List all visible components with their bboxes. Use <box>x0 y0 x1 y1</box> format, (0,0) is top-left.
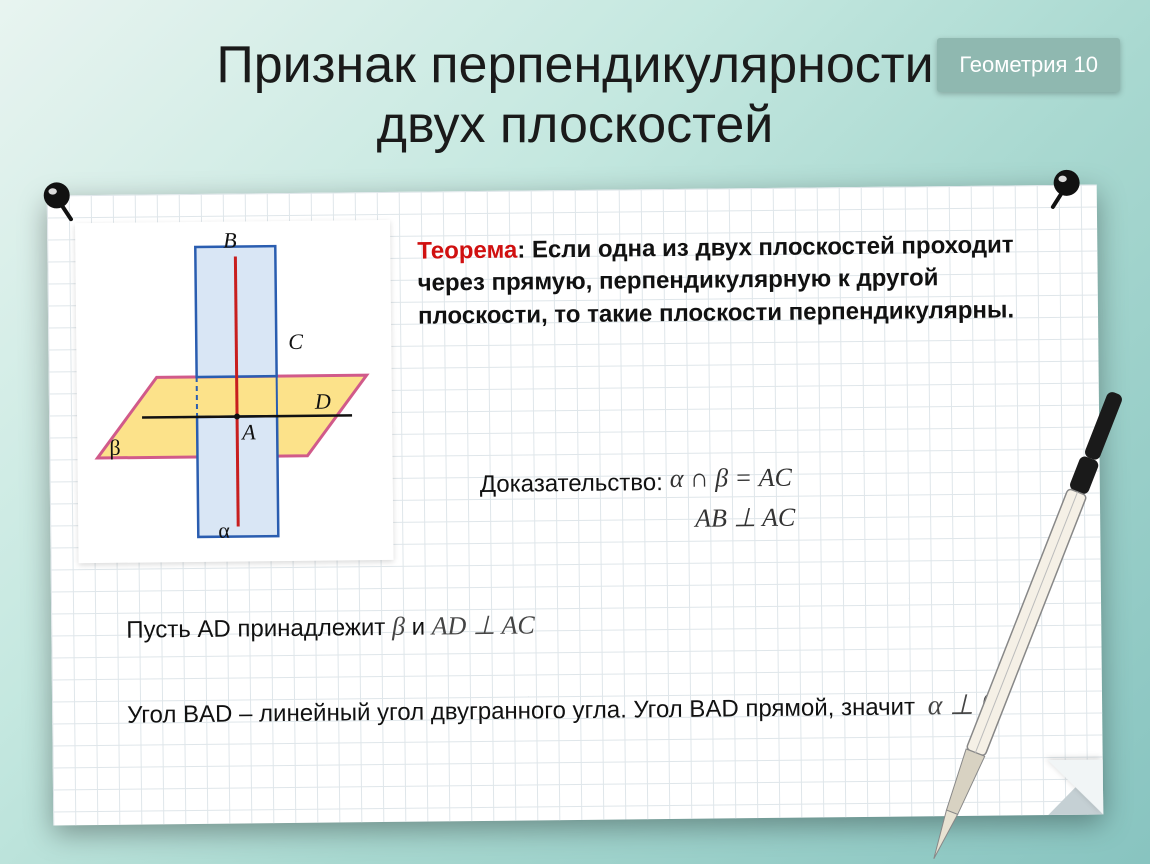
page-title: Признак перпендикулярности двух плоскост… <box>0 36 1150 156</box>
label-beta: β <box>109 435 120 461</box>
paper-card: B C D A α β Теорема: Если одна из двух п… <box>47 185 1104 826</box>
let-formula: AD ⊥ AC <box>432 610 535 640</box>
theorem-text: Теорема: Если одна из двух плоскостей пр… <box>417 229 1058 333</box>
title-line2: двух плоскостей <box>377 96 774 154</box>
theorem-label: Теорема <box>417 237 517 265</box>
formula-intersection: α ∩ β = AC <box>670 463 792 494</box>
title-line1: Признак перпендикулярности <box>216 36 933 94</box>
proof-label: Доказательство: <box>480 469 663 499</box>
label-C: C <box>288 329 303 355</box>
let-and: и <box>405 614 432 641</box>
label-B: B <box>223 228 237 254</box>
let-beta: β <box>392 612 405 641</box>
planes-diagram: B C D A α β <box>75 220 394 563</box>
pushpin-icon <box>1042 165 1086 209</box>
label-A: A <box>242 419 256 445</box>
angle-text: Угол BAD – линейный угол двугранного угл… <box>127 693 915 728</box>
pushpin-icon <box>37 177 81 221</box>
label-D: D <box>315 389 331 415</box>
let-prefix: Пусть AD принадлежит <box>126 614 392 644</box>
formula-ab-perp-ac: AB ⊥ AC <box>695 503 795 534</box>
let-line: Пусть AD принадлежит β и AD ⊥ AC <box>126 610 535 644</box>
label-alpha: α <box>218 518 230 544</box>
